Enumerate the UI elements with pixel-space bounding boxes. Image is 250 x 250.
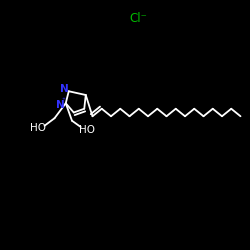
Text: N: N	[60, 84, 68, 94]
Text: HO: HO	[79, 125, 95, 135]
Text: ⁺: ⁺	[62, 96, 66, 104]
Text: Cl⁻: Cl⁻	[130, 12, 148, 25]
Text: HO: HO	[30, 123, 46, 133]
Text: N: N	[56, 100, 65, 110]
